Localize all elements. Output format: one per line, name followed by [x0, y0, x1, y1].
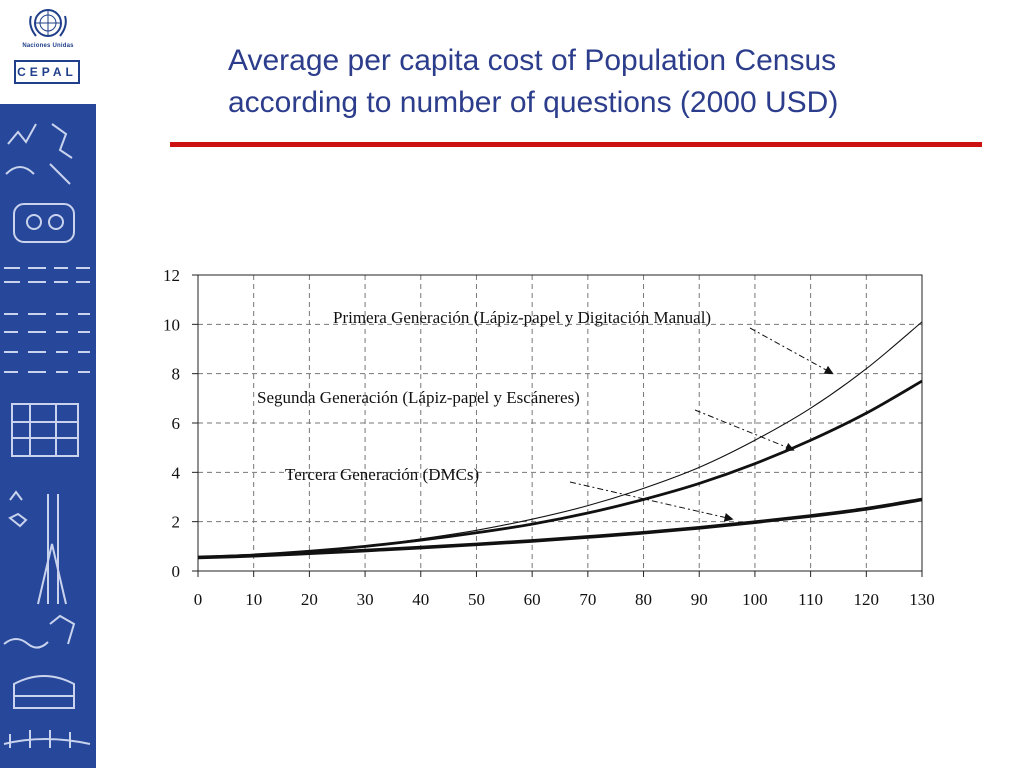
annotation-segunda-arrow: [694, 409, 795, 452]
annotation-segunda-label: Segunda Generación (Lápiz-papel y Escáne…: [257, 388, 580, 407]
x-tick-label: 110: [798, 590, 823, 609]
un-emblem-icon: [29, 9, 67, 37]
x-tick-label: 10: [245, 590, 262, 609]
y-tick-label: 12: [163, 266, 180, 285]
series-lines: [197, 321, 923, 560]
title-divider: [170, 142, 982, 147]
x-tick-label: 0: [194, 590, 203, 609]
y-tick-label: 2: [172, 513, 181, 532]
annotation-tercera-label: Tercera Generación (DMCs): [285, 465, 479, 484]
x-tick-label: 90: [691, 590, 708, 609]
cepal-wordmark: CEPAL: [14, 60, 80, 84]
x-tick-label: 20: [301, 590, 318, 609]
title-line-2: according to number of questions (2000 U…: [228, 86, 839, 119]
x-tick-label: 70: [579, 590, 596, 609]
y-tick-label: 6: [172, 414, 181, 433]
x-tick-label: 60: [524, 590, 541, 609]
x-tick-label: 40: [412, 590, 429, 609]
y-tick-label: 0: [172, 562, 181, 581]
y-tick-label: 8: [172, 365, 181, 384]
x-tick-label: 100: [742, 590, 768, 609]
x-tick-label: 30: [357, 590, 374, 609]
y-tick-label: 10: [163, 315, 180, 334]
page-title: Average per capita cost of Population Ce…: [228, 40, 968, 124]
series-line-segunda: [197, 379, 923, 559]
x-tick-label: 130: [909, 590, 935, 609]
cepal-logo: Naciones Unidas CEPAL: [0, 0, 96, 100]
series-annotations: Primera Generación (Lápiz-papel y Digita…: [257, 308, 834, 522]
x-tick-label: 50: [468, 590, 485, 609]
x-tick-label: 80: [635, 590, 652, 609]
decorative-side-band: [0, 104, 96, 768]
y-tick-label: 4: [172, 463, 181, 482]
org-label: Naciones Unidas: [22, 43, 74, 49]
chart-grid: [198, 275, 922, 571]
series-line-tercera: [197, 497, 923, 560]
annotation-primera-arrow: [749, 327, 834, 375]
petroglyph-pattern-icon: [3, 123, 91, 748]
title-line-1: Average per capita cost of Population Ce…: [228, 44, 837, 77]
annotation-primera-label: Primera Generación (Lápiz-papel y Digita…: [333, 308, 711, 327]
annotation-tercera-arrow: [569, 481, 734, 522]
x-tick-label: 120: [854, 590, 880, 609]
